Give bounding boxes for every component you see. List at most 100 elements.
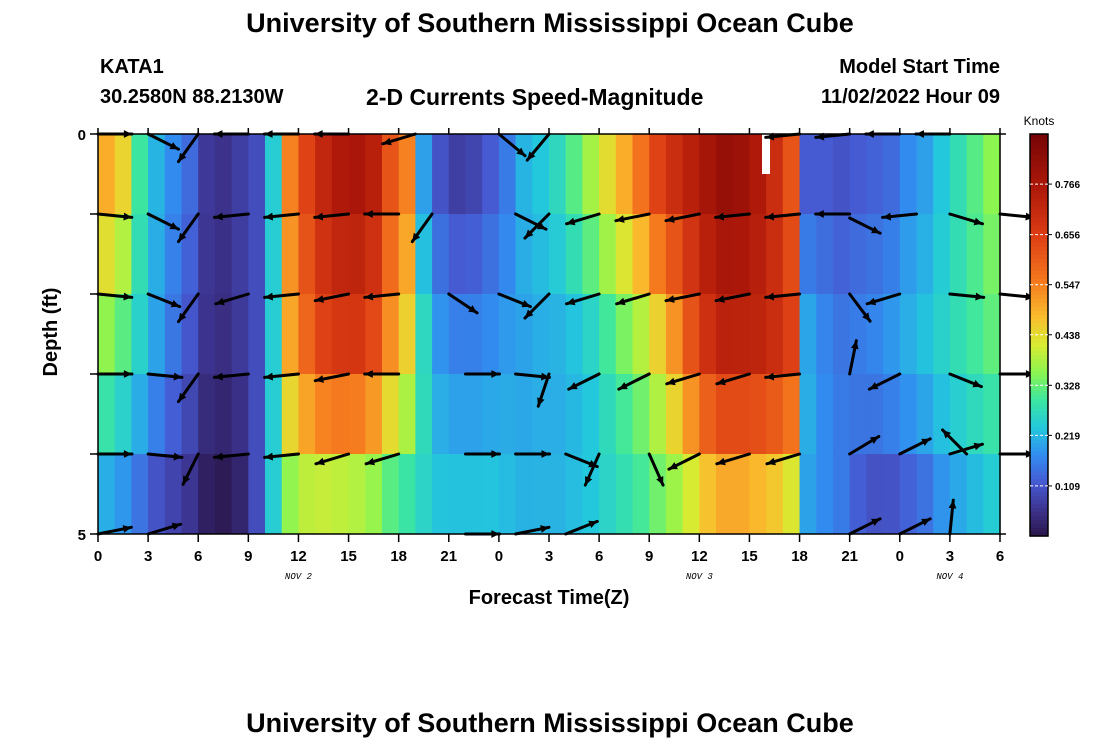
current-arrow <box>363 370 401 378</box>
x-tick-label: 21 <box>841 548 858 565</box>
day-label: NOV 3 <box>686 572 714 582</box>
current-arrow <box>213 372 250 381</box>
heatmap-cell <box>281 294 300 375</box>
heatmap-cell <box>415 454 433 535</box>
heatmap-cell <box>415 214 433 295</box>
current-arrow <box>363 292 401 301</box>
heatmap-cell <box>532 134 550 215</box>
heatmap-cell <box>432 294 450 375</box>
x-tick-label: 0 <box>495 548 503 565</box>
heatmap-cell <box>933 214 951 295</box>
current-arrow <box>617 372 651 391</box>
colorbar-segment <box>1030 531 1048 537</box>
colorbar-segment <box>1030 238 1048 244</box>
current-arrow <box>715 372 751 386</box>
current-arrow <box>497 132 527 158</box>
current-arrow <box>765 452 802 466</box>
colorbar-segment <box>1030 371 1048 376</box>
heatmap-cell <box>498 294 517 375</box>
heatmap-cell <box>281 134 300 215</box>
heatmap-cell <box>749 374 767 455</box>
heatmap-cell <box>782 134 801 215</box>
heatmap-cell <box>398 374 416 455</box>
heatmap-cell <box>432 214 450 295</box>
current-arrow <box>536 372 551 408</box>
arrow-head <box>521 299 531 308</box>
arrow-head <box>566 297 576 306</box>
x-tick-label: 6 <box>194 548 202 565</box>
arrow-head <box>215 297 225 306</box>
current-arrow <box>313 212 351 221</box>
colorbar-segment <box>1030 242 1048 248</box>
arrow-head <box>491 370 500 378</box>
heatmap-cell <box>966 454 984 535</box>
heatmap-cell <box>816 454 834 535</box>
colorbar-segment <box>1030 326 1048 332</box>
heatmap-cell <box>632 214 650 295</box>
current-arrow <box>364 452 401 466</box>
heatmap-cell <box>281 214 300 295</box>
heatmap-cell <box>331 214 350 295</box>
heatmap-cell <box>348 294 366 375</box>
heatmap-cell <box>699 374 717 455</box>
colorbar-segment <box>1030 198 1048 203</box>
heatmap-cell <box>98 454 116 535</box>
colorbar-segment <box>1030 262 1048 268</box>
heatmap-cell <box>883 134 901 215</box>
heatmap-cell <box>649 454 667 535</box>
heatmap-cell <box>832 214 851 295</box>
x-tick-label: 18 <box>791 548 808 565</box>
x-tick-label: 12 <box>691 548 708 565</box>
colorbar-segment <box>1030 487 1048 493</box>
heatmap-cell <box>549 454 567 535</box>
arrow-head <box>715 212 725 221</box>
heatmap-cell <box>766 454 784 535</box>
heatmap-cell <box>381 374 400 455</box>
heatmap-cell <box>799 294 817 375</box>
colorbar-tick-label: 0.109 <box>1055 482 1080 493</box>
colorbar-segment <box>1030 347 1048 352</box>
heatmap-cell <box>415 374 433 455</box>
current-arrow <box>523 212 551 240</box>
heatmap-cell <box>766 294 784 375</box>
heatmap-cell <box>398 214 416 295</box>
arrow-head <box>566 217 576 226</box>
heatmap-cell <box>699 134 717 215</box>
colorbar-segment <box>1030 515 1048 521</box>
missing-data-gap <box>762 134 770 174</box>
heatmap-cell <box>114 294 133 375</box>
heatmap-cell <box>248 454 266 535</box>
heatmap-cell <box>832 374 851 455</box>
heatmap-cell <box>448 374 467 455</box>
heatmap-cell <box>331 294 350 375</box>
arrow-head <box>264 372 274 381</box>
colorbar-segment <box>1030 335 1048 340</box>
heatmap-cell <box>181 134 199 215</box>
arrow-head <box>618 382 628 390</box>
arrow-head <box>123 292 132 301</box>
heatmap-cell <box>916 134 934 215</box>
current-arrow <box>647 452 665 487</box>
colorbar-segment <box>1030 170 1048 175</box>
current-arrow <box>263 372 300 381</box>
heatmap-cell <box>565 214 584 295</box>
arrow-head <box>264 212 274 221</box>
arrow-head <box>975 292 984 301</box>
arrow-head <box>122 525 132 533</box>
arrow-head <box>524 309 534 319</box>
heatmap-cell <box>716 214 734 295</box>
arrow-head <box>765 372 775 381</box>
heatmap-cell <box>549 134 567 215</box>
arrow-head <box>765 292 775 301</box>
heatmap-cell <box>983 454 1001 535</box>
heatmap-cell <box>265 374 283 455</box>
colorbar-segment <box>1030 230 1048 236</box>
heatmap-cell <box>482 134 500 215</box>
heatmap-cell <box>866 294 884 375</box>
currents-chart: 0 3 6 9 12 15 18 21 0 3 6 9 12 15 18 21 0 3 6 NOV 2 NOV 3 NOV… <box>40 114 1080 609</box>
heatmap-cell <box>582 374 600 455</box>
arrow-head <box>921 438 931 446</box>
arrow-head <box>588 520 598 529</box>
heatmap-cell <box>381 134 400 215</box>
heatmap-cell <box>949 374 968 455</box>
